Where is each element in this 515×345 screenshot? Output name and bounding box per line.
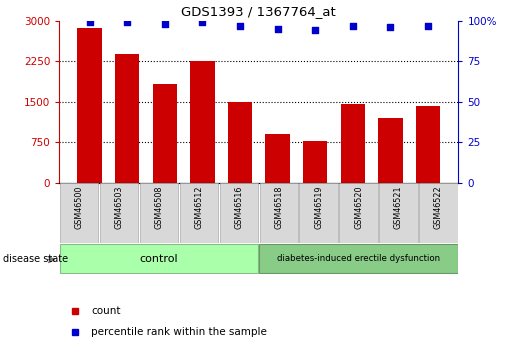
Text: GSM46500: GSM46500	[75, 186, 83, 229]
Bar	[100, 184, 138, 243]
Bar	[190, 61, 215, 183]
Title: GDS1393 / 1367764_at: GDS1393 / 1367764_at	[181, 5, 336, 18]
Point	[424, 23, 432, 28]
Bar	[77, 28, 102, 183]
Text: control: control	[140, 254, 178, 264]
Bar	[339, 184, 377, 243]
Point	[386, 24, 394, 30]
Bar	[140, 184, 178, 243]
Bar	[340, 104, 365, 183]
Text: GSM46520: GSM46520	[354, 186, 363, 229]
Bar	[303, 141, 328, 183]
Bar	[416, 106, 440, 183]
Text: percentile rank within the sample: percentile rank within the sample	[91, 327, 267, 337]
Text: GSM46516: GSM46516	[234, 186, 243, 229]
Text: GSM46521: GSM46521	[394, 186, 403, 229]
Bar	[152, 85, 177, 183]
Bar	[115, 54, 140, 183]
Text: GSM46508: GSM46508	[154, 186, 163, 229]
Text: GSM46519: GSM46519	[314, 186, 323, 229]
Point	[273, 26, 282, 32]
Bar	[378, 118, 403, 183]
Text: diabetes-induced erectile dysfunction: diabetes-induced erectile dysfunction	[277, 254, 440, 263]
Text: GSM46522: GSM46522	[434, 186, 443, 229]
Point	[311, 28, 319, 33]
Point	[349, 23, 357, 28]
Bar	[60, 184, 98, 243]
Bar	[300, 184, 338, 243]
Bar	[380, 184, 418, 243]
Point	[85, 20, 94, 25]
Bar	[60, 244, 259, 273]
Bar	[419, 184, 457, 243]
Text: disease state: disease state	[3, 255, 67, 264]
Bar	[180, 184, 218, 243]
Bar	[220, 184, 258, 243]
Text: count: count	[91, 306, 121, 316]
Point	[123, 20, 131, 25]
Point	[236, 23, 244, 28]
Text: GSM46518: GSM46518	[274, 186, 283, 229]
Point	[161, 21, 169, 27]
Bar	[259, 244, 458, 273]
Bar	[265, 134, 290, 183]
Point	[198, 20, 207, 25]
Bar	[228, 102, 252, 183]
Text: GSM46512: GSM46512	[195, 186, 203, 229]
Bar	[260, 184, 298, 243]
Text: GSM46503: GSM46503	[115, 186, 124, 229]
